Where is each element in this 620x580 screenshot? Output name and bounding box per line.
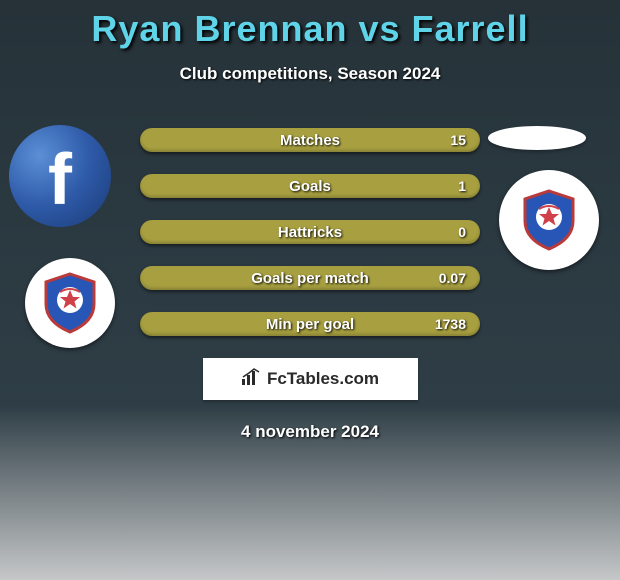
stat-bar: Goals per match 0.07: [140, 266, 480, 290]
stat-label: Min per goal: [266, 316, 354, 333]
brand-badge: FcTables.com: [203, 358, 418, 400]
date-text: 4 november 2024: [0, 422, 620, 442]
stat-value: 1: [458, 178, 466, 194]
stat-label: Goals: [289, 178, 331, 195]
club-crest-right: [499, 170, 599, 270]
page-title: Ryan Brennan vs Farrell: [0, 0, 620, 50]
shield-icon: [42, 272, 98, 334]
stat-bar: Goals 1: [140, 174, 480, 198]
brand-text: FcTables.com: [267, 369, 379, 389]
subtitle: Club competitions, Season 2024: [0, 64, 620, 84]
stat-value: 1738: [435, 316, 466, 332]
stat-value: 0.07: [439, 270, 466, 286]
stat-value: 0: [458, 224, 466, 240]
stat-label: Matches: [280, 132, 340, 149]
stat-value: 15: [450, 132, 466, 148]
facebook-icon: f: [48, 139, 72, 221]
player-avatar-left: f: [9, 125, 111, 227]
stat-bar: Matches 15: [140, 128, 480, 152]
shield-icon: [521, 189, 577, 251]
player-avatar-right-oval: [488, 126, 586, 150]
stat-label: Goals per match: [251, 270, 369, 287]
stat-bar: Hattricks 0: [140, 220, 480, 244]
stat-bar: Min per goal 1738: [140, 312, 480, 336]
club-crest-left: [25, 258, 115, 348]
chart-icon: [241, 368, 261, 391]
stat-label: Hattricks: [278, 224, 342, 241]
